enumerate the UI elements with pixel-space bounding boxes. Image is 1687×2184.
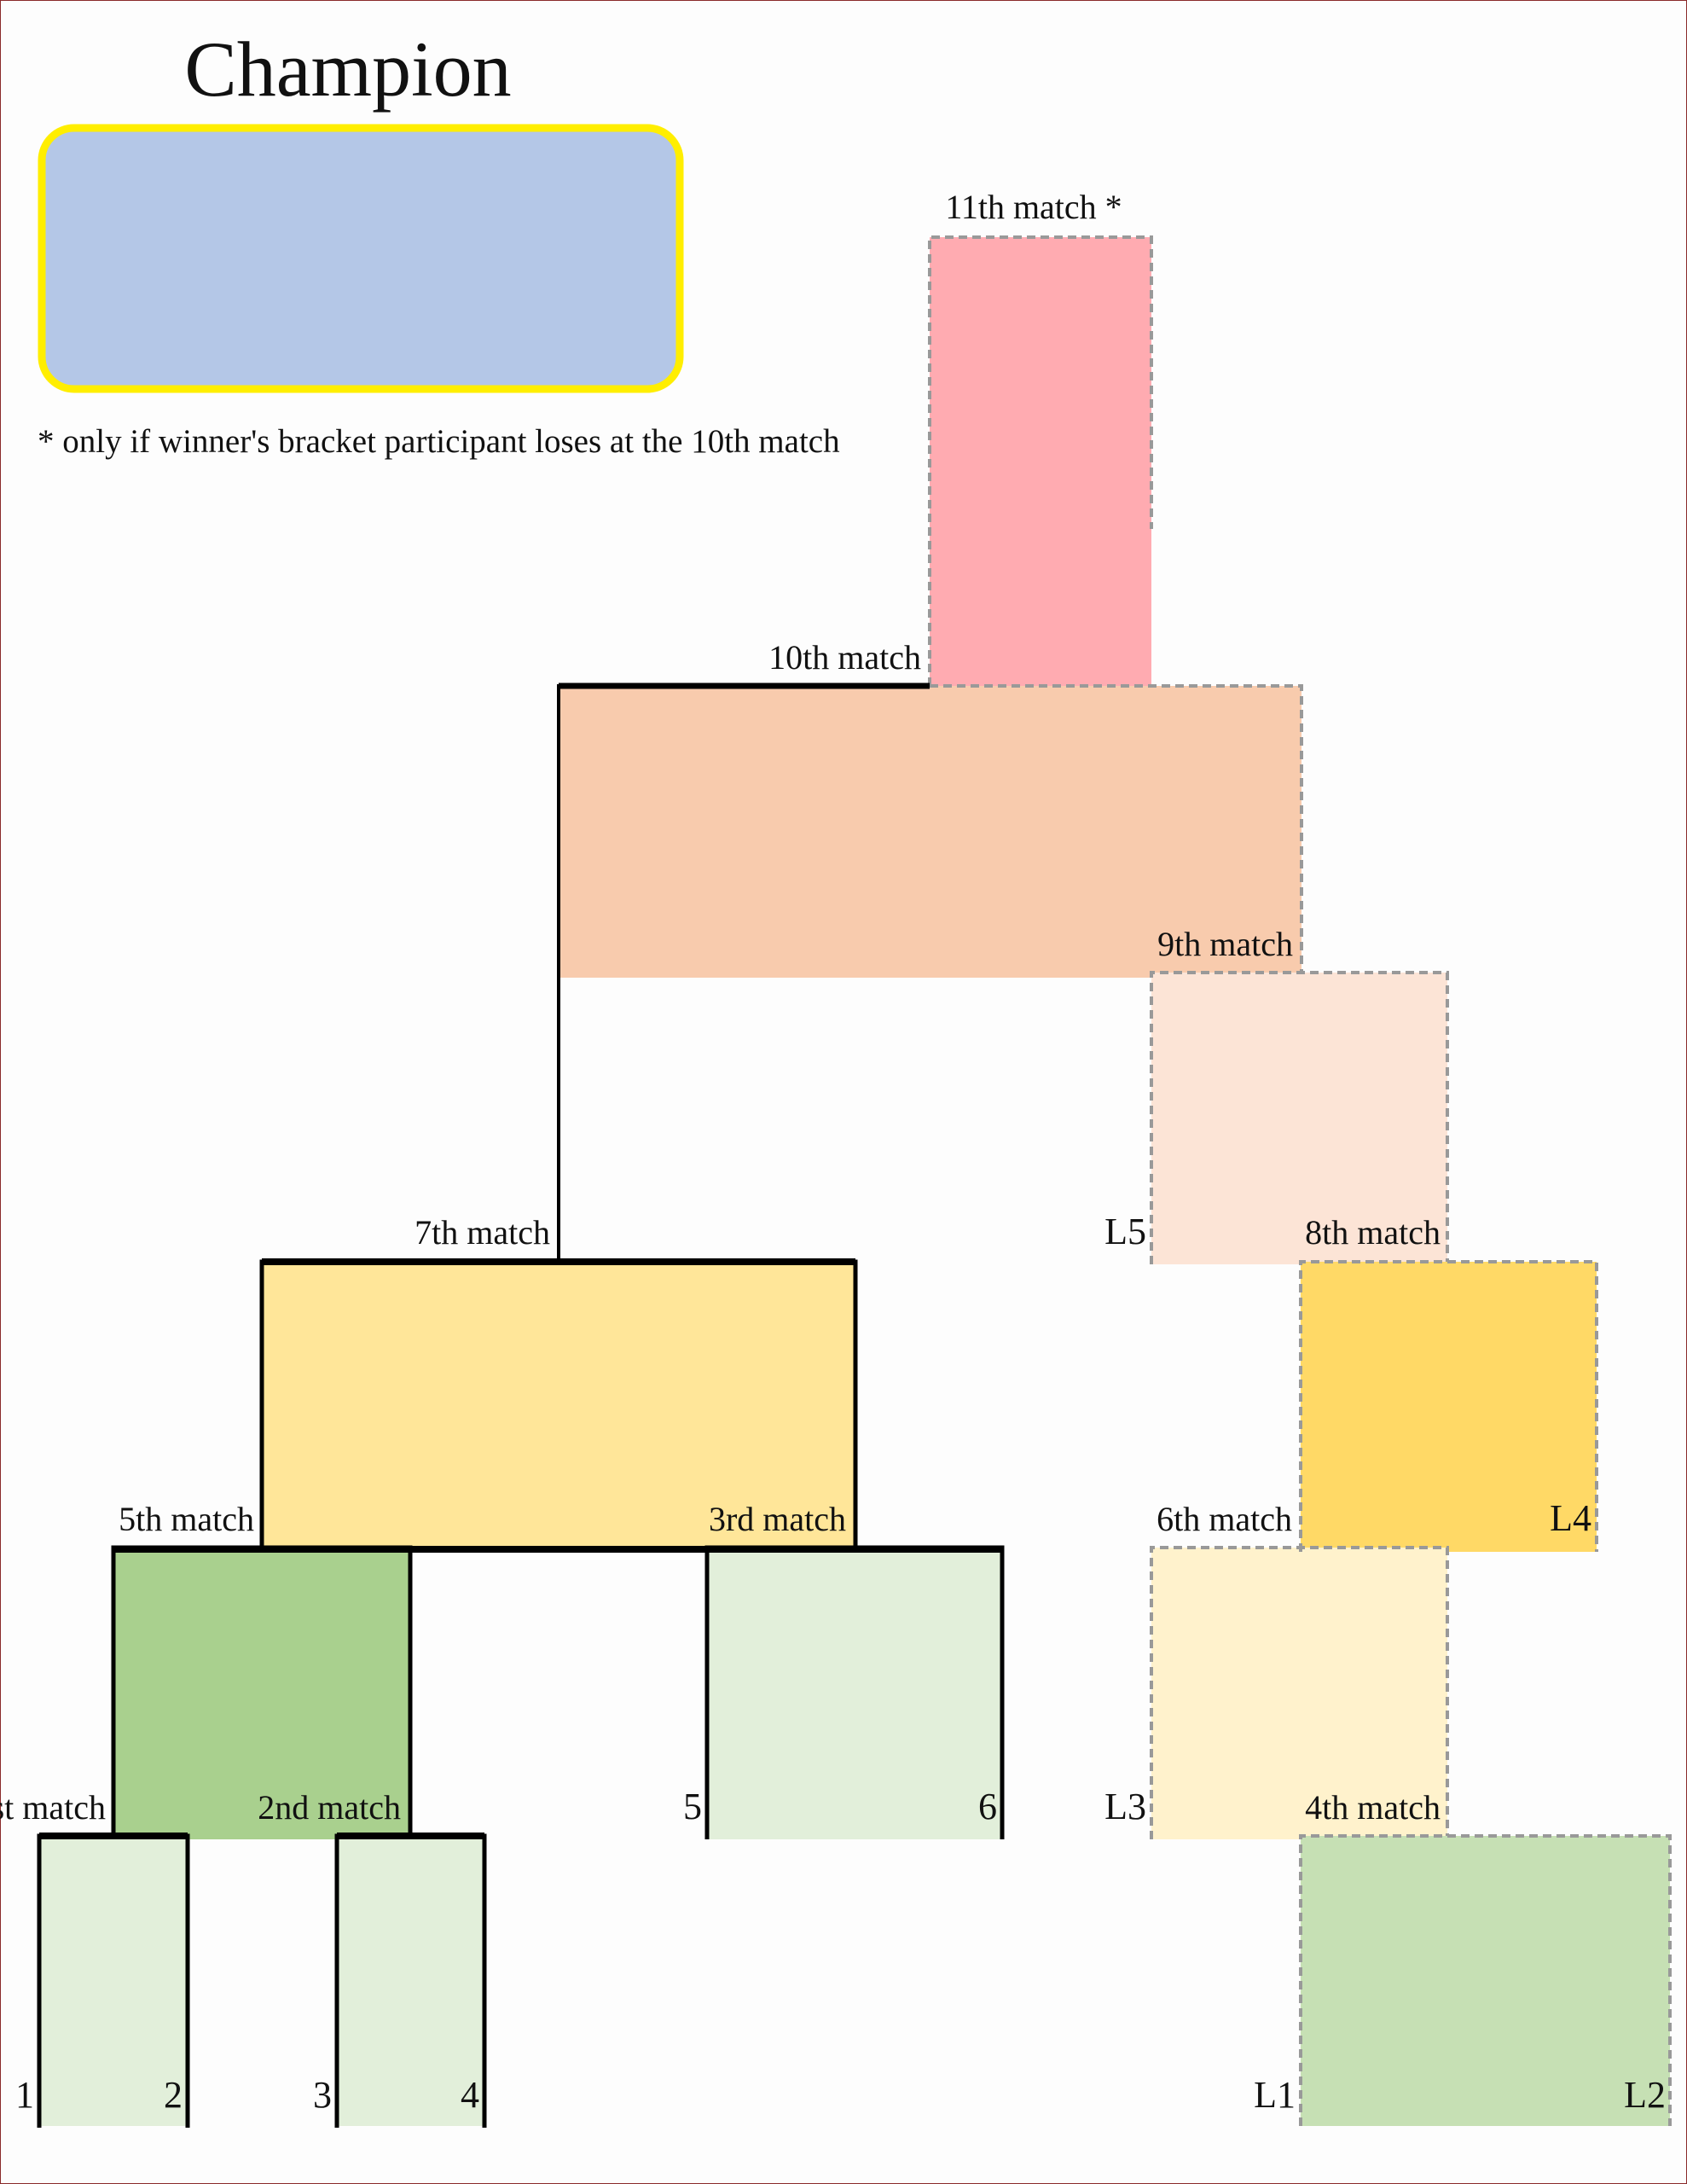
match6-label: 6th match: [1157, 1500, 1292, 1538]
slot-3: 3: [313, 2074, 332, 2116]
match5-box: [113, 1548, 410, 1839]
slot-2: 2: [164, 2074, 183, 2116]
match4-label: 4th match: [1305, 1788, 1441, 1827]
champion-title: Champion: [184, 26, 511, 113]
match8-label: 8th match: [1305, 1213, 1441, 1252]
match10-label: 10th match: [768, 638, 921, 677]
match7-label: 7th match: [415, 1213, 550, 1252]
match11-box: [930, 237, 1151, 686]
match6-box: [1151, 1548, 1447, 1839]
slot-6: 6: [978, 1786, 997, 1827]
match5-label: 5th match: [119, 1500, 254, 1538]
match10-box: [559, 686, 1301, 978]
match4-box: [1301, 1836, 1670, 2126]
slot-5: 5: [683, 1786, 702, 1827]
match9-line: [1150, 971, 1449, 1264]
match3-box: [707, 1548, 1002, 1839]
slot-l1: L1: [1254, 2074, 1296, 2116]
champion-box: [38, 124, 684, 393]
match8-line: [1299, 1260, 1598, 1552]
match8-box: [1301, 1262, 1597, 1552]
match11-line: [928, 235, 1153, 686]
slot-1: 1: [15, 2074, 34, 2116]
slot-l4: L4: [1550, 1497, 1591, 1539]
match1-box: [39, 1836, 188, 2126]
footnote: * only if winner's bracket participant l…: [38, 423, 840, 460]
winner-bracket-lines: [37, 682, 1005, 2128]
slot-l5: L5: [1104, 1211, 1146, 1252]
match10-dashed-line: [930, 684, 1303, 973]
match9-label: 9th match: [1157, 925, 1293, 963]
match6-line: [1150, 1546, 1449, 1839]
slot-4: 4: [461, 2074, 479, 2116]
loser-bracket-lines: [928, 235, 1672, 2126]
match2-label: 2nd match: [258, 1788, 401, 1827]
match2-box: [337, 1836, 484, 2126]
slot-l2: L2: [1624, 2074, 1666, 2116]
match7-box: [262, 1262, 855, 1550]
match11-label: 11th match *: [945, 188, 1122, 226]
slot-l3: L3: [1104, 1786, 1146, 1827]
match4-line: [1299, 1834, 1672, 2126]
match9-box: [1151, 973, 1447, 1264]
match3-label: 3rd match: [709, 1500, 846, 1538]
match1-label: 1st match: [0, 1788, 106, 1827]
